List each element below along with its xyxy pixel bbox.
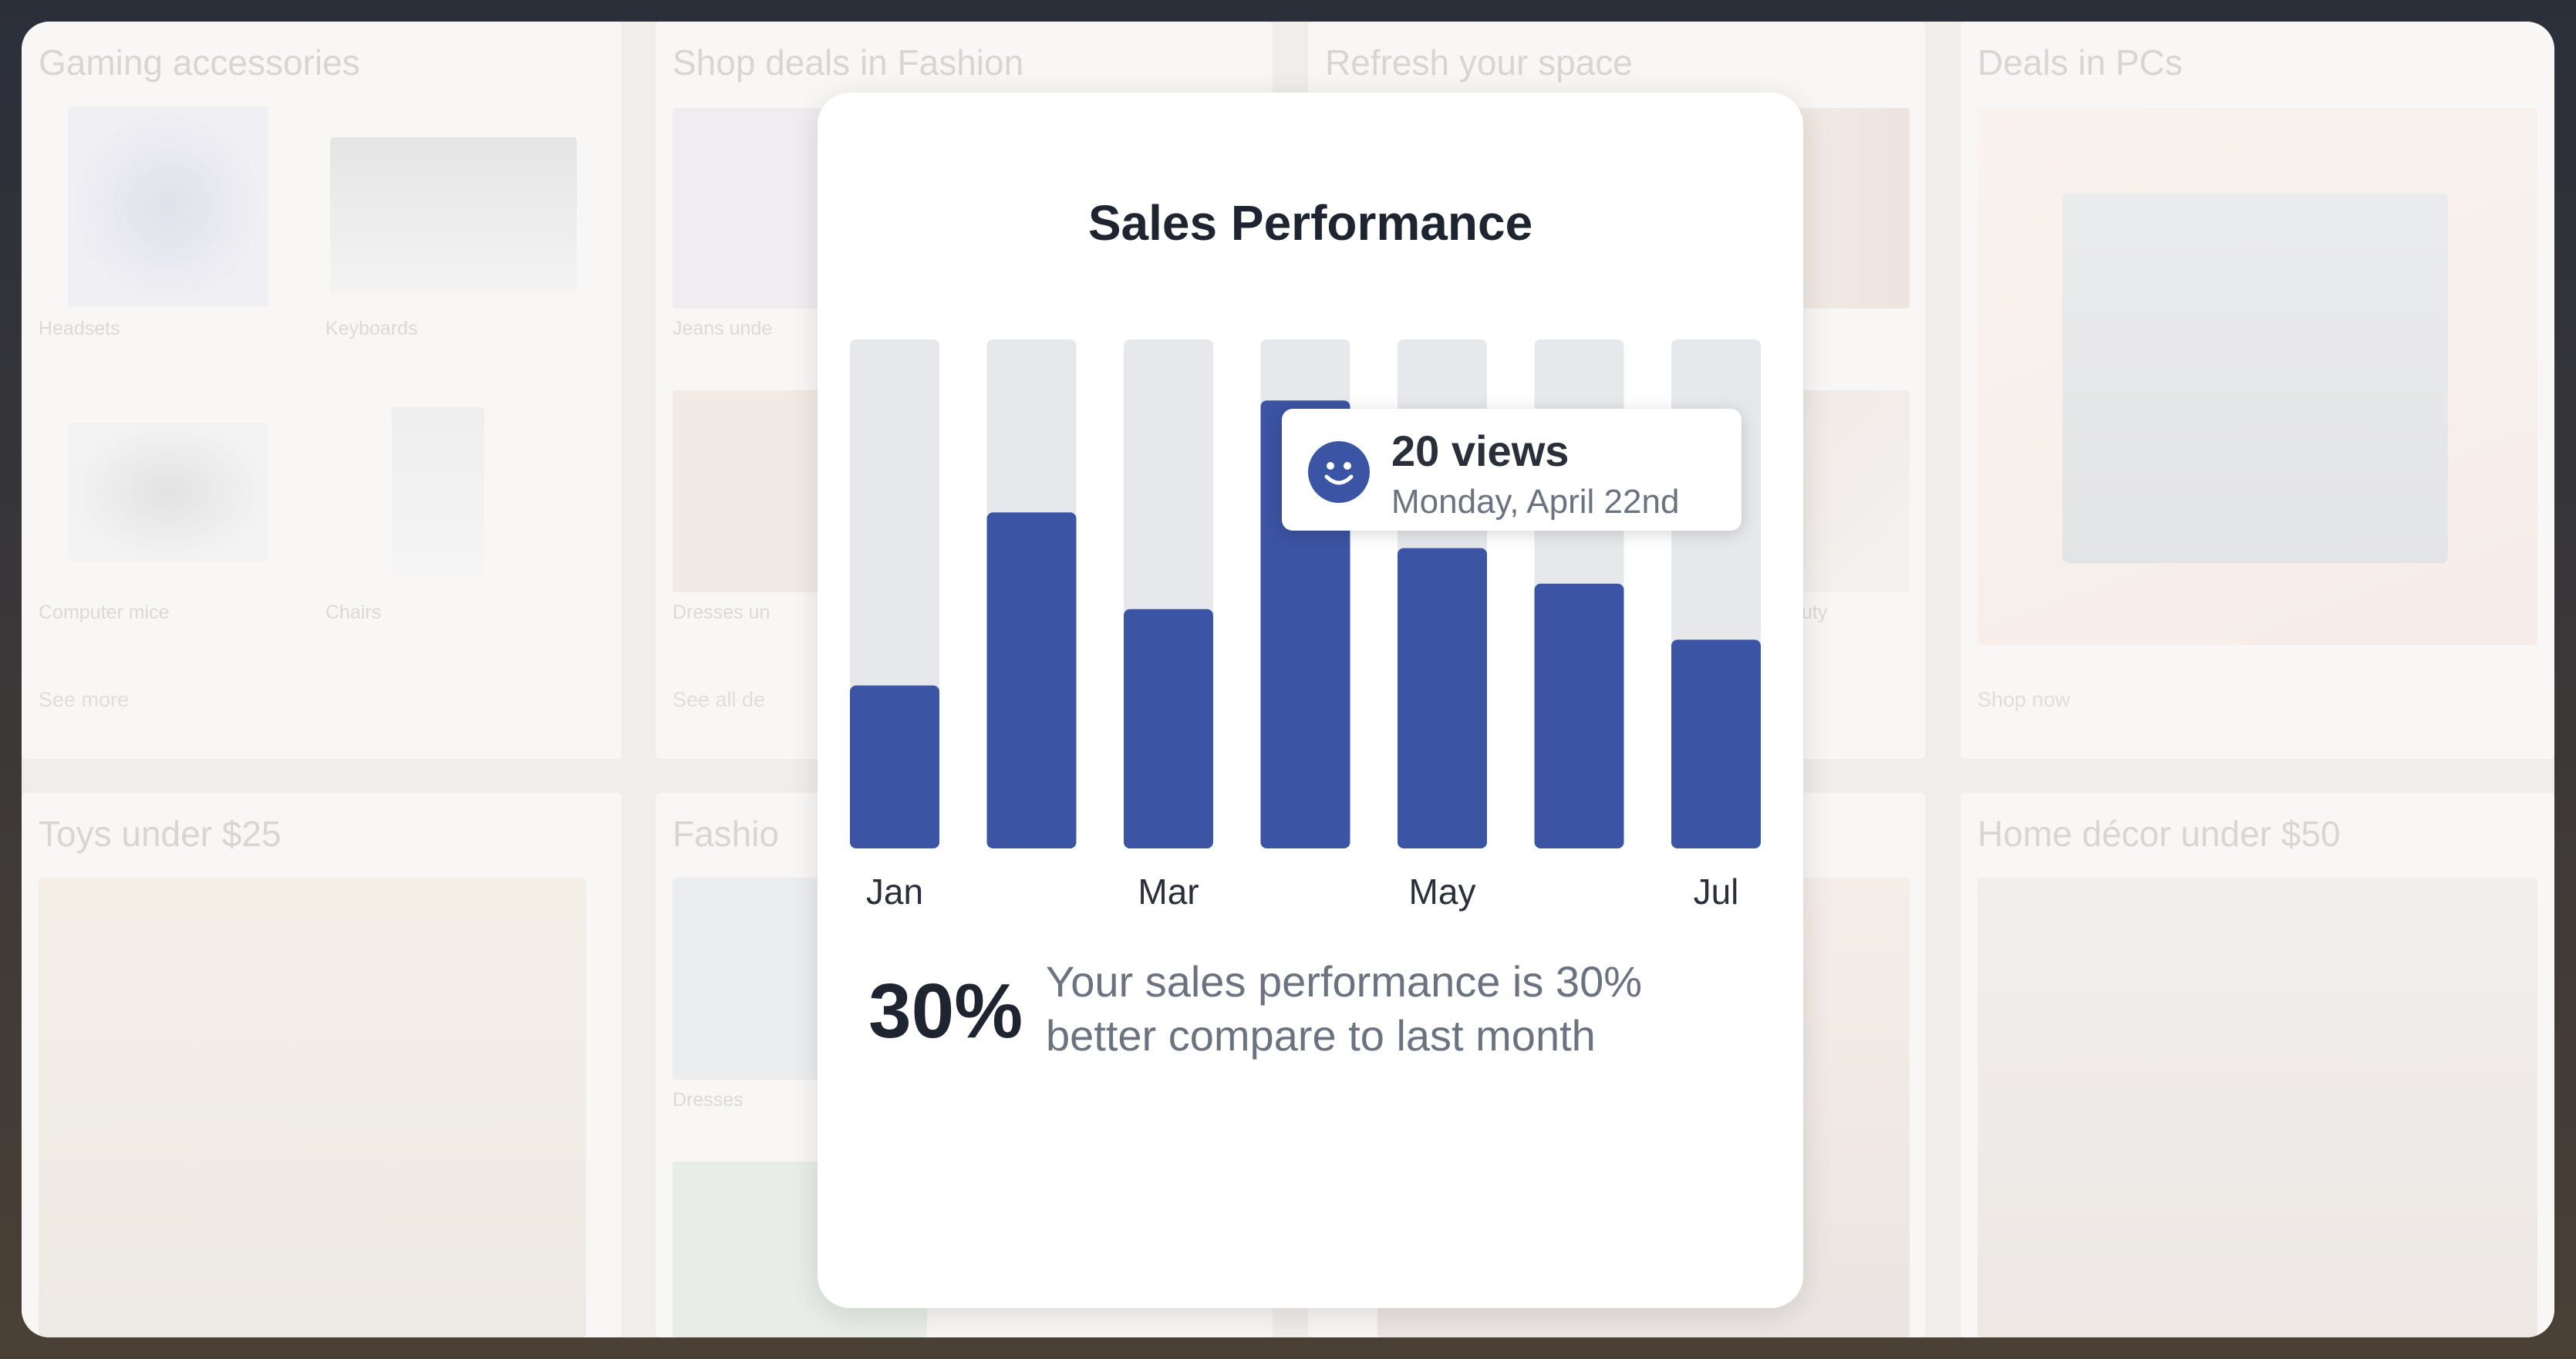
lamp-boxes-image — [1978, 878, 2537, 1337]
sales-performance-card: Sales Performance Jan Mar May Jul 20 views … — [818, 93, 1803, 1308]
bar-jun[interactable] — [1534, 583, 1624, 848]
bg-card-title: Fashio — [673, 814, 780, 854]
bg-card-title: Deals in PCs — [1978, 42, 2183, 83]
bg-label: Computer mice — [39, 602, 170, 623]
bg-label: Chairs — [325, 602, 382, 623]
bg-card-title: Gaming accessories — [39, 42, 360, 83]
x-tick-label: May — [1409, 872, 1476, 912]
smiley-icon — [1308, 441, 1370, 503]
x-tick-label: Jul — [1694, 872, 1739, 912]
pc-case-image — [1978, 108, 2537, 645]
app-frame: Gaming accessories Headsets Keyboards Co… — [22, 22, 2554, 1337]
bg-label: uty — [1802, 602, 1828, 623]
bg-label: Headsets — [39, 318, 120, 339]
bg-card-title: Shop deals in Fashion — [673, 42, 1024, 83]
tooltip-date: Monday, April 22nd — [1391, 483, 1680, 521]
summary-description: Your sales performance is 30% better com… — [1046, 957, 1643, 1060]
chart-tooltip: 20 views Monday, April 22nd — [1282, 409, 1741, 531]
card-title: Sales Performance — [1087, 195, 1533, 251]
bg-card-home-decor: Home décor under $50 — [1961, 793, 2554, 1337]
bg-label: Keyboards — [325, 318, 418, 339]
pc-case-shape — [2062, 193, 2448, 563]
bar-feb[interactable] — [986, 512, 1077, 848]
bg-card-title: Home décor under $50 — [1978, 814, 2341, 854]
keyboard-image — [330, 137, 577, 292]
bar-mar[interactable] — [1124, 609, 1213, 848]
see-more-link[interactable]: See more — [39, 688, 130, 711]
bg-label: Dresses un — [673, 602, 770, 623]
bg-label: Jeans unde — [673, 318, 773, 339]
bg-card-pcs: Deals in PCs Shop now — [1961, 22, 2554, 759]
x-tick-label: Jan — [866, 872, 923, 912]
shop-now-link[interactable]: Shop now — [1978, 688, 2071, 711]
headset-image — [68, 106, 268, 307]
bg-label: Dresses — [673, 1089, 743, 1111]
bar-may[interactable] — [1398, 548, 1487, 848]
mouse-image — [68, 423, 268, 561]
bg-card-title: Toys under $25 — [39, 814, 282, 854]
plush-toys-image — [39, 878, 586, 1337]
see-all-deals-link[interactable]: See all de — [673, 688, 766, 711]
chair-image — [392, 407, 484, 577]
bar-jul[interactable] — [1671, 639, 1761, 848]
sales-bar-chart: Jan Mar May Jul — [850, 339, 1761, 912]
bg-card-toys: Toys under $25 — [22, 793, 622, 1337]
tooltip-views: 20 views — [1391, 427, 1570, 475]
bar-jan[interactable] — [850, 685, 939, 848]
x-tick-label: Mar — [1138, 872, 1199, 912]
bg-card-title: Refresh your space — [1325, 42, 1633, 83]
summary-percent: 30% — [868, 968, 1023, 1054]
bg-card-gaming: Gaming accessories Headsets Keyboards Co… — [22, 22, 622, 759]
